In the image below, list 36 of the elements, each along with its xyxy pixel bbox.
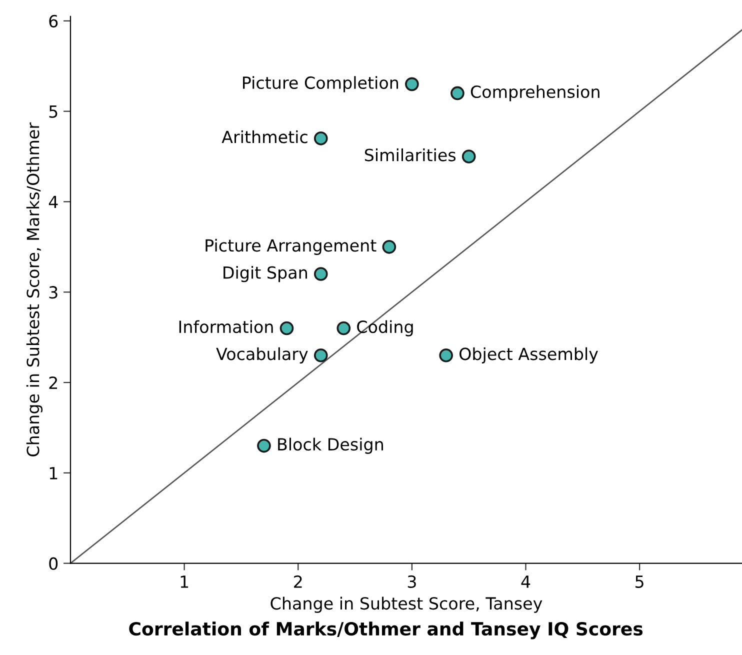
y-tick-label: 3	[49, 286, 58, 299]
x-tick-label: 5	[636, 576, 644, 588]
annotation: Block Design	[278, 438, 383, 454]
y-tick-label: 2	[49, 376, 58, 389]
annotation: Digit Span	[224, 266, 307, 282]
annotation: Comprehension	[470, 85, 600, 102]
text: Correlation of Marks/Othmer and Tansey IQ Scores	[129, 622, 643, 640]
x-tick-label: 1	[180, 576, 188, 588]
annotation: Picture Completion	[243, 76, 398, 92]
point	[314, 267, 328, 281]
annotation: Information	[179, 320, 273, 334]
point	[450, 86, 464, 100]
annotation: Object Assembly	[460, 347, 598, 364]
y-tick-label: 0	[49, 557, 58, 570]
point	[257, 438, 271, 453]
annotation: Picture Arrangement	[206, 238, 376, 255]
annotation: Arithmetic	[222, 130, 308, 144]
point	[382, 240, 396, 254]
annotation: Similarities	[364, 148, 456, 162]
y-tick-label: 4	[48, 196, 58, 208]
point	[336, 321, 351, 336]
point	[462, 150, 476, 164]
y-tick-label: 6	[49, 14, 58, 28]
x-tick-label: 4	[521, 576, 530, 588]
point	[314, 348, 328, 362]
annotation: Vocabulary	[216, 347, 308, 364]
x-tick-label: 2	[294, 575, 302, 588]
point	[439, 348, 453, 362]
point	[314, 131, 328, 146]
point	[280, 321, 294, 336]
y-axis-title: Change in Subtest Score, Marks/Othmer	[26, 122, 43, 456]
y-tick-label: 1	[50, 467, 58, 480]
y-tick-label: 5	[49, 105, 58, 118]
point	[405, 77, 419, 92]
x-tick-label: 3	[408, 575, 416, 588]
x-axis-title: Change in Subtest Score, Tansey	[270, 596, 542, 613]
